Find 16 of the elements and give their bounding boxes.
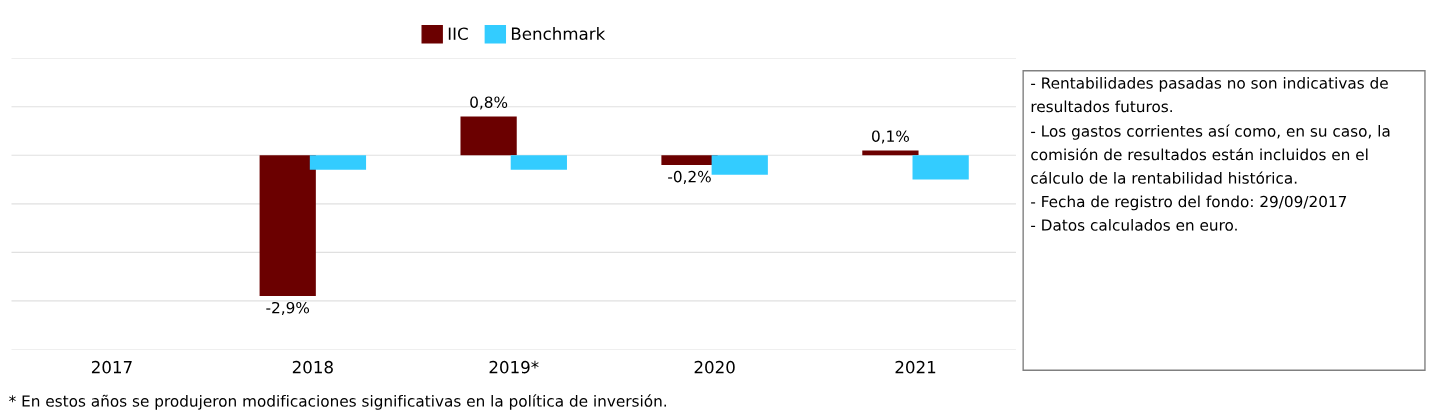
text: - Los gastos corrientes así como, en su caso, la comisión de resultados están incluidos en el cálculo de la rentabilidad histórica. [1031, 124, 1390, 184]
x-tick-label: 2019* [489, 360, 539, 374]
text: - Fecha de registro del fondo: 29/09/2017 [1031, 195, 1347, 211]
data-label: 0,1% [872, 130, 909, 144]
legend-label: Benchmark [511, 27, 606, 41]
data-label: 0,8% [470, 96, 508, 110]
x-tick-label: 2020 [694, 360, 735, 374]
x-tick-label: 2021 [895, 360, 936, 374]
text: * En estos años se produjeron modificaciones significativas en la política de inversión. [9, 394, 667, 410]
text: - Datos calculados en euro. [1031, 218, 1237, 231]
x-tick-label: 2018 [292, 360, 333, 374]
data-label: -0,2% [668, 170, 711, 184]
text: - Rentabilidades pasadas no son indicativas de resultados futuros. [1031, 76, 1388, 113]
x-tick-label: 2017 [91, 360, 132, 374]
data-label: -2,9% [266, 301, 310, 315]
legend-label: IIC [448, 27, 468, 41]
